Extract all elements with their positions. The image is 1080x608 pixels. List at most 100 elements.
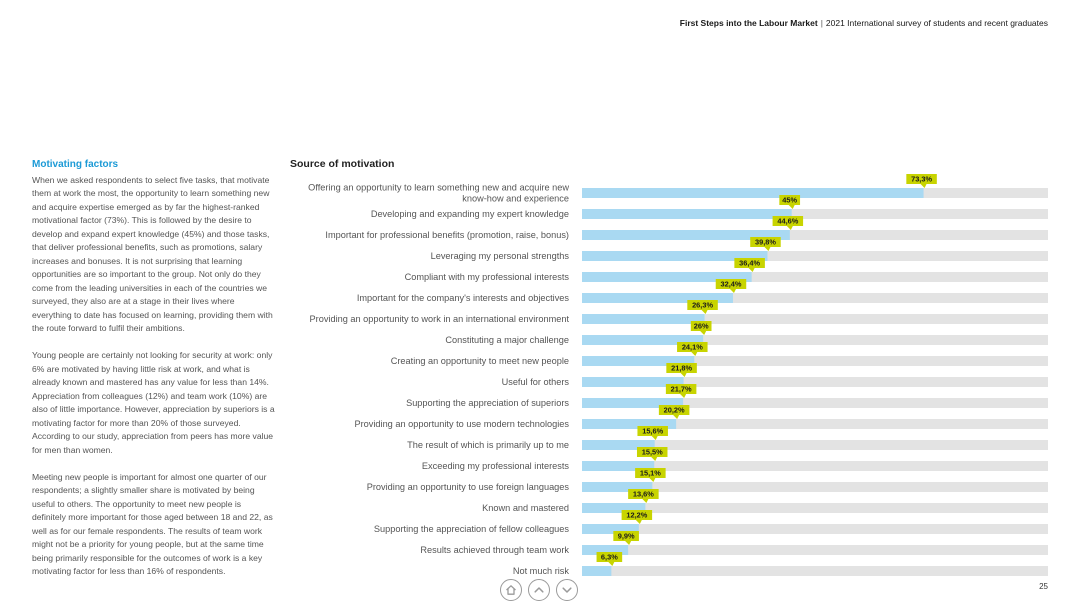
bar-track (582, 398, 1048, 408)
home-icon (506, 585, 516, 595)
value-label: 39,8% (755, 238, 776, 247)
bar (582, 440, 655, 450)
value-label-box (637, 426, 668, 436)
bar (582, 398, 684, 408)
bar-track (582, 482, 1048, 492)
bar (582, 356, 695, 366)
bar (582, 272, 752, 282)
bar (582, 503, 646, 513)
value-label: 12,2% (626, 511, 647, 520)
value-label-pointer (748, 268, 755, 272)
value-label: 15,1% (640, 469, 661, 478)
category-label: Results achieved through team work (420, 545, 569, 555)
value-label-box (715, 279, 747, 289)
value-label: 36,4% (739, 259, 760, 268)
section-heading: Motivating factors (32, 159, 119, 170)
bar-track (582, 209, 1048, 219)
value-label-box (621, 510, 653, 520)
category-label: know-how and experience (462, 194, 569, 204)
category-label: Supporting the appreciation of superiors (406, 398, 569, 408)
value-label-pointer (680, 373, 687, 377)
bar (582, 314, 705, 324)
value-label-box (687, 300, 718, 310)
value-label-box (906, 174, 937, 184)
bar-track (582, 419, 1048, 429)
value-label-pointer (700, 331, 707, 335)
category-label: Leveraging my personal strengths (431, 251, 570, 261)
value-label-box (734, 258, 765, 268)
category-label: Important for the company's interests an… (357, 293, 570, 303)
value-label-pointer (625, 541, 632, 545)
value-label: 13,6% (633, 490, 654, 499)
value-label-box (665, 384, 697, 394)
bar (582, 335, 704, 345)
bar-track (582, 356, 1048, 366)
chevron-up-icon (534, 587, 544, 593)
value-label-pointer (651, 457, 658, 461)
category-label: Developing and expanding my expert knowl… (371, 209, 569, 219)
document-header: First Steps into the Labour Market | 2021 … (680, 18, 1048, 28)
bar (582, 461, 655, 471)
value-label-box (750, 237, 781, 247)
category-label: Providing an opportunity to use foreign … (367, 482, 570, 492)
value-label-box (690, 321, 712, 331)
value-label-box (635, 468, 666, 478)
bar (582, 419, 677, 429)
bar-track (582, 503, 1048, 513)
bar-track (582, 524, 1048, 534)
bar (582, 524, 639, 534)
value-label: 24,1% (682, 343, 703, 352)
value-label-pointer (788, 205, 795, 209)
motivating-factors-text: Motivating factors When we asked respond… (32, 158, 276, 592)
value-label-pointer (673, 415, 680, 419)
value-label: 9,9% (618, 532, 635, 541)
value-label: 21,7% (671, 385, 692, 394)
bar-track (582, 545, 1048, 555)
value-label-pointer (729, 289, 736, 293)
value-label: 26% (694, 322, 709, 331)
category-label: Creating an opportunity to meet new peop… (391, 356, 569, 366)
value-label: 45% (782, 196, 797, 205)
next-page-button[interactable] (556, 579, 578, 601)
bar-track (582, 314, 1048, 324)
previous-page-button[interactable] (528, 579, 550, 601)
bar-track (582, 272, 1048, 282)
bar (582, 566, 612, 576)
bar-track (582, 377, 1048, 387)
value-label: 15,5% (642, 448, 663, 457)
category-label: Providing an opportunity to use modern t… (354, 419, 569, 429)
value-label-pointer (786, 226, 793, 230)
bar-track (582, 293, 1048, 303)
paragraph-1: When we asked respondents to select five… (32, 174, 273, 334)
bar-track (582, 251, 1048, 261)
paragraph-2: Young people are certainly not looking f… (32, 350, 275, 455)
category-label: The result of which is primarily up to m… (407, 440, 569, 450)
bar (582, 230, 790, 240)
category-label: Providing an opportunity to work in an i… (310, 314, 570, 324)
value-label-box (613, 531, 639, 541)
bar (582, 209, 792, 219)
bar-track (582, 440, 1048, 450)
value-label-pointer (608, 562, 615, 566)
bar-track (582, 566, 1048, 576)
home-button[interactable] (500, 579, 522, 601)
value-label: 15,6% (642, 427, 663, 436)
value-label-box (677, 342, 708, 352)
value-label-pointer (635, 520, 642, 524)
paragraph-3: Meeting new people is important for almo… (32, 471, 273, 577)
header-title: First Steps into the Labour Market (679, 18, 818, 28)
bar (582, 377, 684, 387)
category-label: Not much risk (513, 566, 570, 576)
bar (582, 482, 653, 492)
value-label-pointer (649, 478, 656, 482)
value-label-box (779, 195, 801, 205)
value-label-box (628, 489, 659, 499)
bar-track (582, 335, 1048, 345)
page-number: 25 (1039, 582, 1048, 591)
value-label: 21,8% (671, 364, 692, 373)
category-label: Constituting a major challenge (445, 335, 569, 345)
category-label: Compliant with my professional interests (405, 272, 570, 282)
value-label: 44,6% (777, 217, 798, 226)
chevron-down-icon (562, 587, 572, 593)
